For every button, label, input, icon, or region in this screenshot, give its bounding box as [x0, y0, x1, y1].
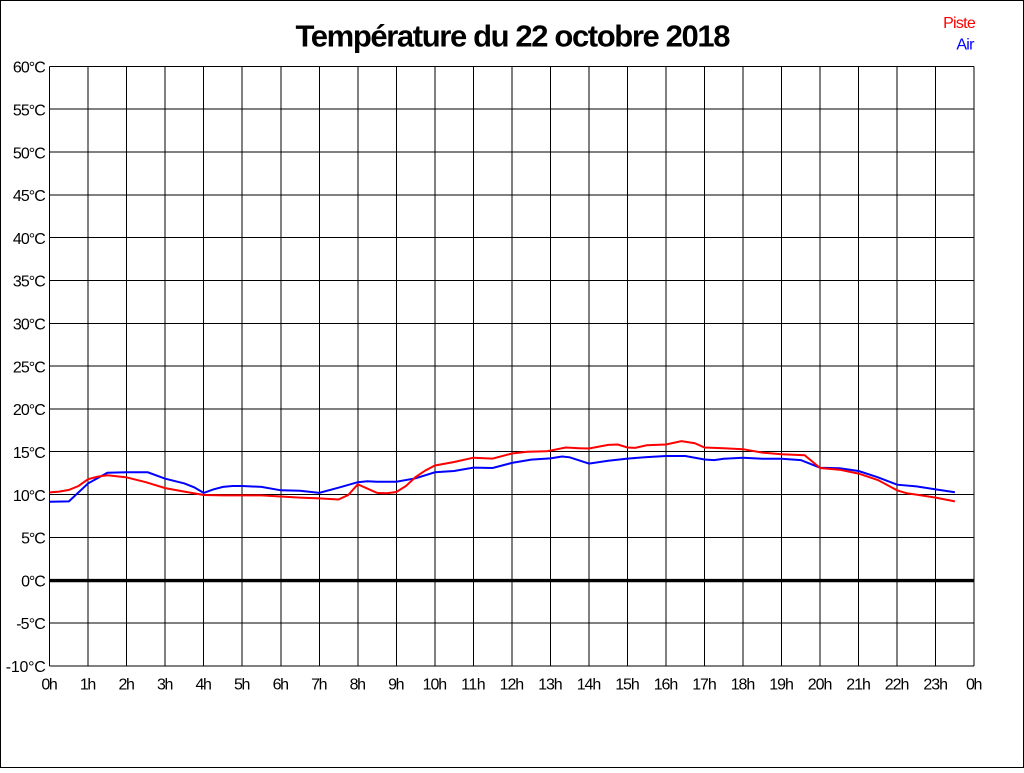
svg-text:7h: 7h [311, 677, 327, 694]
svg-text:6h: 6h [273, 677, 289, 694]
svg-text:15°C: 15°C [13, 445, 46, 462]
svg-text:5h: 5h [234, 677, 250, 694]
svg-text:40°C: 40°C [13, 231, 46, 248]
svg-text:8h: 8h [350, 677, 366, 694]
svg-text:55°C: 55°C [13, 103, 46, 120]
svg-text:30°C: 30°C [13, 317, 46, 334]
svg-text:16h: 16h [654, 677, 679, 694]
svg-text:50°C: 50°C [13, 145, 46, 162]
svg-text:2h: 2h [119, 677, 135, 694]
svg-text:13h: 13h [538, 677, 563, 694]
svg-text:0°C: 0°C [21, 573, 46, 590]
svg-text:10h: 10h [423, 677, 448, 694]
svg-text:1h: 1h [80, 677, 96, 694]
svg-text:21h: 21h [846, 677, 871, 694]
svg-text:18h: 18h [731, 677, 756, 694]
svg-text:11h: 11h [461, 677, 486, 694]
svg-text:5°C: 5°C [21, 531, 46, 548]
svg-text:9h: 9h [388, 677, 404, 694]
svg-text:14h: 14h [577, 677, 602, 694]
svg-text:19h: 19h [769, 677, 794, 694]
svg-text:Piste: Piste [943, 15, 976, 32]
svg-text:22h: 22h [885, 677, 910, 694]
svg-text:15h: 15h [615, 677, 640, 694]
svg-text:17h: 17h [692, 677, 717, 694]
svg-text:12h: 12h [500, 677, 525, 694]
svg-text:Air: Air [956, 37, 975, 54]
svg-text:45°C: 45°C [13, 188, 46, 205]
svg-text:0h: 0h [966, 677, 982, 694]
svg-text:35°C: 35°C [13, 274, 46, 291]
svg-text:Température du 22 octobre 2018: Température du 22 octobre 2018 [296, 18, 731, 53]
svg-text:10°C: 10°C [13, 488, 46, 505]
svg-text:60°C: 60°C [13, 60, 46, 77]
svg-text:23h: 23h [923, 677, 948, 694]
svg-text:25°C: 25°C [13, 359, 46, 376]
svg-text:-10°C: -10°C [6, 659, 46, 676]
svg-text:20h: 20h [808, 677, 833, 694]
svg-text:20°C: 20°C [13, 402, 46, 419]
svg-text:4h: 4h [196, 677, 212, 694]
svg-text:3h: 3h [157, 677, 173, 694]
svg-text:-5°C: -5°C [16, 616, 46, 633]
svg-text:0h: 0h [41, 677, 57, 694]
